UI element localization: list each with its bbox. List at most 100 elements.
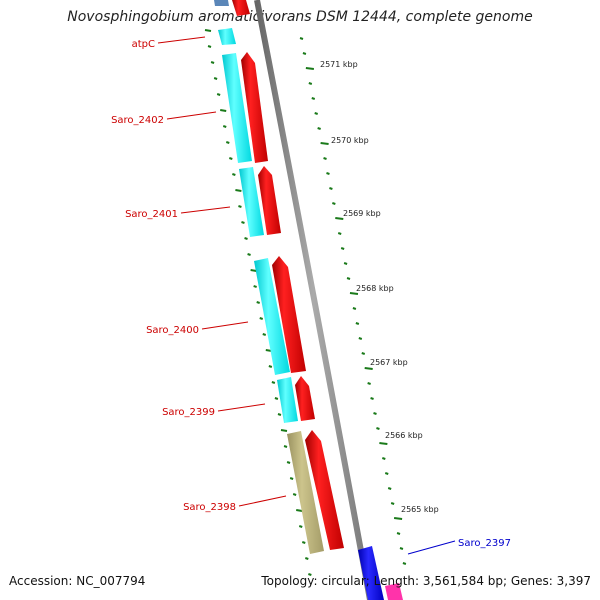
inner-tick <box>259 317 264 320</box>
gene-saro-2397[interactable] <box>358 546 384 600</box>
gene-label-saro-2399[interactable]: Saro_2399 <box>162 407 215 418</box>
inner-tick <box>222 125 227 128</box>
gene-saro-2402-reverse[interactable] <box>222 53 252 163</box>
inner-tick <box>308 573 312 576</box>
ruler-tick <box>376 427 380 430</box>
inner-tick <box>253 285 257 288</box>
ruler-tick <box>320 142 329 145</box>
accession-text: Accession: NC_007794 <box>9 574 146 588</box>
inner-tick <box>244 237 248 240</box>
gene-saro-2399-forward[interactable] <box>295 376 315 421</box>
ruler-tick <box>335 217 344 220</box>
ruler-tick <box>332 202 336 205</box>
inner-tick <box>289 477 294 480</box>
ruler-tick <box>399 547 404 550</box>
label-leaders <box>157 36 456 555</box>
gene-label-atpC[interactable]: atpC <box>132 39 155 50</box>
inner-tick <box>210 61 215 64</box>
gene-saro-2398-reverse[interactable] <box>287 431 324 554</box>
ruler-tick <box>384 472 389 475</box>
inner-tick <box>262 333 267 336</box>
gene-saro-2400-forward[interactable] <box>272 256 306 373</box>
inner-tick <box>235 189 242 192</box>
gene-steel-top[interactable] <box>214 0 229 6</box>
gene-saro-2398-forward[interactable] <box>305 430 344 550</box>
ruler-tick <box>323 157 327 160</box>
inner-tick <box>292 493 297 496</box>
ruler-tick <box>308 82 313 85</box>
gene-saro-2401-forward[interactable] <box>258 166 281 235</box>
gene-label-saro-2402[interactable]: Saro_2402 <box>111 115 164 126</box>
kbp-label-2565: 2565 kbp <box>401 505 439 514</box>
gene-label-saro-2398[interactable]: Saro_2398 <box>183 502 236 513</box>
inner-tick <box>216 93 221 96</box>
ruler-tick <box>340 247 345 250</box>
ruler-tick <box>382 457 386 460</box>
inner-tick <box>268 365 273 368</box>
gene-label-saro-2400[interactable]: Saro_2400 <box>146 325 199 336</box>
inner-tick <box>296 509 303 512</box>
ruler-tick <box>393 517 403 520</box>
ruler-tick <box>305 67 315 70</box>
gene-saro-2399-reverse[interactable] <box>277 377 298 423</box>
kbp-label-2568: 2568 kbp <box>356 284 394 293</box>
kbp-label-2566: 2566 kbp <box>385 431 423 440</box>
inner-tick <box>247 253 251 256</box>
gene-labels: atpC Saro_2402 Saro_2401 Saro_2400 Saro_… <box>111 39 511 549</box>
kbp-label-2571: 2571 kbp <box>320 60 358 69</box>
ruler-tick <box>337 232 342 235</box>
gene-saro-2401-reverse[interactable] <box>239 167 264 237</box>
ruler-tick <box>343 262 348 265</box>
ruler-tick <box>361 352 366 355</box>
ruler-tick <box>311 97 316 100</box>
ruler-tick <box>358 337 363 340</box>
gene-saro-2400-reverse[interactable] <box>254 258 290 375</box>
ruler-tick <box>396 532 401 535</box>
ruler-tick <box>355 322 360 325</box>
inner-tick <box>229 157 233 160</box>
ruler-tick <box>314 112 319 115</box>
kbp-label-2567: 2567 kbp <box>370 358 408 367</box>
inner-tick-track <box>204 29 312 576</box>
gene-label-saro-2401[interactable]: Saro_2401 <box>125 209 178 220</box>
ruler-tick <box>352 307 357 310</box>
ruler-tick <box>317 127 321 130</box>
ruler-tick <box>387 487 392 490</box>
inner-tick <box>274 397 279 400</box>
ruler-tick <box>373 412 377 415</box>
ruler-tick <box>299 37 304 40</box>
ruler-tick <box>346 277 351 280</box>
inner-tick <box>301 541 306 544</box>
inner-tick <box>280 429 288 432</box>
ruler-tick <box>329 187 333 190</box>
genome-stats-text: Topology: circular; Length: 3,561,584 bp… <box>261 574 591 588</box>
ruler-tick <box>390 502 395 505</box>
gene-label-saro-2397[interactable]: Saro_2397 <box>458 538 511 549</box>
inner-tick <box>286 461 291 464</box>
gene-cyan-top[interactable] <box>218 28 236 45</box>
ruler-tick <box>402 562 407 565</box>
kbp-label-2570: 2570 kbp <box>331 136 369 145</box>
gene-pink[interactable] <box>385 583 403 600</box>
inner-tick <box>220 109 227 112</box>
inner-tick <box>271 381 276 384</box>
inner-tick <box>298 525 303 528</box>
inner-tick <box>213 77 218 80</box>
ruler-tick <box>379 442 388 445</box>
inner-tick <box>241 221 245 224</box>
inner-tick <box>207 45 212 48</box>
gene-features <box>214 0 403 600</box>
ruler-tick <box>302 52 307 55</box>
inner-tick <box>256 301 260 304</box>
kbp-label-2569: 2569 kbp <box>343 209 381 218</box>
ruler-tick <box>349 292 359 295</box>
inner-tick <box>225 141 230 144</box>
inner-tick <box>283 445 288 448</box>
inner-tick <box>250 269 257 272</box>
ruler-tick <box>367 382 371 385</box>
map-title: Novosphingobium aromaticivorans DSM 1244… <box>67 9 533 25</box>
gene-saro-2402-forward[interactable] <box>241 52 268 163</box>
gene-atpC[interactable] <box>232 0 250 16</box>
kbp-ruler <box>299 37 407 565</box>
